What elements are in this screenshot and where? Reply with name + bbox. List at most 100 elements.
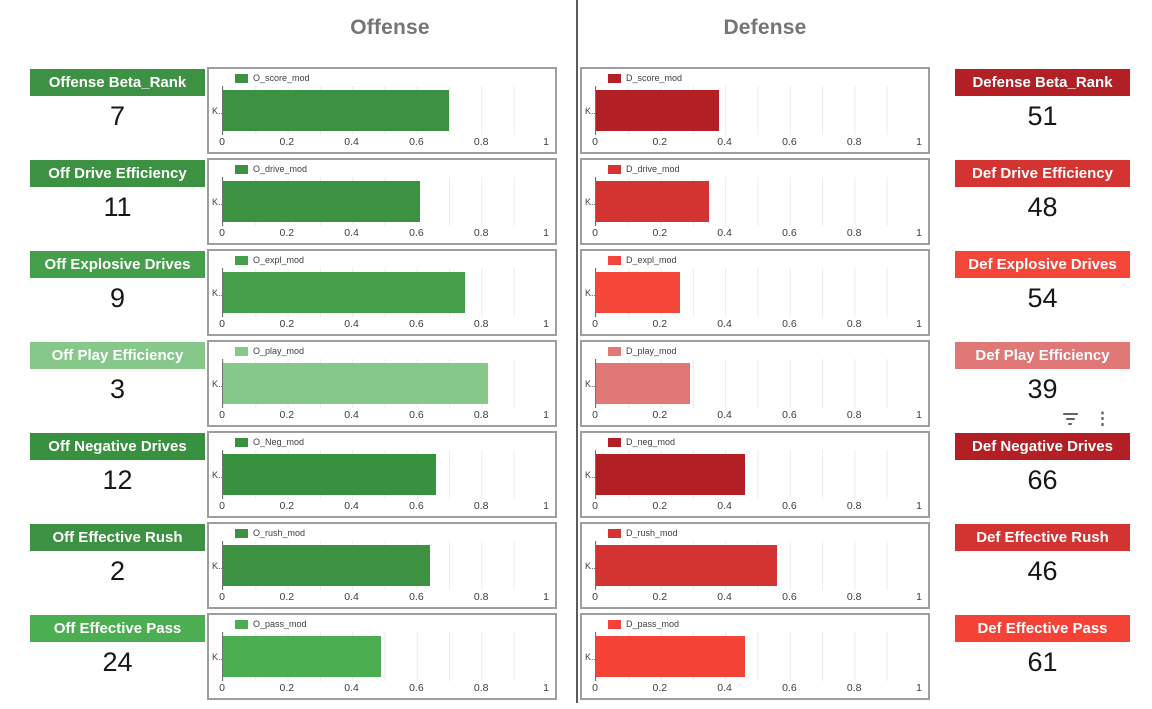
- x-tick: 0.4: [717, 136, 732, 148]
- offense-metric-badge: Off Explosive Drives: [30, 251, 205, 278]
- chart-legend: D_rush_mod: [608, 528, 678, 538]
- metric-row: Off Effective Pass 24 O_pass_mod K... 0 …: [0, 613, 1152, 700]
- offense-bar-chart[interactable]: O_expl_mod K... 0 0.2 0.4 0.6 0.8 1: [207, 249, 557, 336]
- defense-bar-chart[interactable]: D_rush_mod K... 0 0.2 0.4 0.6 0.8 1: [580, 522, 930, 609]
- y-axis-label: K...: [212, 106, 226, 116]
- data-bar[interactable]: [596, 363, 690, 404]
- plot-area: [595, 450, 919, 499]
- x-tick: 1: [916, 500, 922, 512]
- x-tick: 0: [219, 682, 225, 694]
- defense-bar-chart[interactable]: D_score_mod K... 0 0.2 0.4 0.6 0.8 1: [580, 67, 930, 154]
- plot-area: [222, 541, 546, 590]
- data-bar[interactable]: [223, 363, 488, 404]
- x-tick: 0.8: [846, 500, 862, 512]
- x-axis-ticks: 0 0.2 0.4 0.6 0.8 1: [219, 682, 549, 695]
- offense-bar-chart[interactable]: O_Neg_mod K... 0 0.2 0.4 0.6 0.8 1: [207, 431, 557, 518]
- defense-bar-chart[interactable]: D_drive_mod K... 0 0.2 0.4 0.6 0.8 1: [580, 158, 930, 245]
- offense-bar-chart[interactable]: O_rush_mod K... 0 0.2 0.4 0.6 0.8 1: [207, 522, 557, 609]
- data-bar[interactable]: [223, 636, 382, 677]
- x-tick: 0.6: [409, 318, 424, 330]
- data-bar[interactable]: [223, 454, 437, 495]
- x-axis-ticks: 0 0.2 0.4 0.6 0.8 1: [592, 591, 922, 604]
- data-bar[interactable]: [223, 545, 430, 586]
- data-bar[interactable]: [223, 272, 466, 313]
- data-bar[interactable]: [596, 181, 710, 222]
- x-axis-ticks: 0 0.2 0.4 0.6 0.8 1: [592, 136, 922, 149]
- x-tick: 0.2: [279, 682, 295, 694]
- defense-metric-badge: Def Play Efficiency: [955, 342, 1130, 369]
- defense-bar-chart[interactable]: D_pass_mod K... 0 0.2 0.4 0.6 0.8 1: [580, 613, 930, 700]
- x-axis-ticks: 0 0.2 0.4 0.6 0.8 1: [592, 500, 922, 513]
- offense-bar-chart[interactable]: O_drive_mod K... 0 0.2 0.4 0.6 0.8 1: [207, 158, 557, 245]
- chart-legend: O_play_mod: [235, 346, 304, 356]
- offense-bar-chart[interactable]: O_play_mod K... 0 0.2 0.4 0.6 0.8 1: [207, 340, 557, 427]
- legend-swatch: [235, 346, 248, 356]
- filter-icon[interactable]: [1060, 411, 1080, 427]
- x-tick: 1: [916, 318, 922, 330]
- x-tick: 0.6: [782, 318, 797, 330]
- data-bar[interactable]: [596, 545, 777, 586]
- legend-swatch: [608, 164, 621, 174]
- offense-rank-value: 12: [102, 465, 133, 495]
- legend-swatch: [608, 528, 621, 538]
- offense-metric-badge: Off Effective Rush: [30, 524, 205, 551]
- defense-scorecard: Def Effective Pass 61: [955, 615, 1130, 678]
- x-axis-ticks: 0 0.2 0.4 0.6 0.8 1: [592, 227, 922, 240]
- x-tick: 0.8: [846, 136, 862, 148]
- x-tick: 0: [219, 136, 225, 148]
- offense-bar-chart[interactable]: O_score_mod K... 0 0.2 0.4 0.6 0.8 1: [207, 67, 557, 154]
- x-tick: 0.6: [782, 591, 797, 603]
- data-bar[interactable]: [596, 454, 745, 495]
- x-tick: 0.2: [652, 318, 668, 330]
- y-axis-label: K...: [585, 106, 599, 116]
- x-tick: 0: [592, 136, 598, 148]
- metric-row: Off Effective Rush 2 O_rush_mod K... 0 0…: [0, 522, 1152, 609]
- offense-bar-chart[interactable]: O_pass_mod K... 0 0.2 0.4 0.6 0.8 1: [207, 613, 557, 700]
- legend-swatch: [608, 255, 621, 265]
- defense-bar-chart[interactable]: D_neg_mod K... 0 0.2 0.4 0.6 0.8 1: [580, 431, 930, 518]
- legend-label: O_drive_mod: [253, 164, 308, 174]
- y-axis-label: K...: [585, 197, 599, 207]
- defense-bar-chart[interactable]: D_expl_mod K... 0 0.2 0.4 0.6 0.8 1: [580, 249, 930, 336]
- legend-label: O_pass_mod: [253, 619, 307, 629]
- x-tick: 0.6: [782, 409, 797, 421]
- more-options-icon[interactable]: ⋮: [1094, 409, 1111, 428]
- x-tick: 0.8: [846, 409, 862, 421]
- data-bar[interactable]: [223, 90, 450, 131]
- defense-bar-chart[interactable]: D_play_mod K... 0 0.2 0.4 0.6 0.8 1: [580, 340, 930, 427]
- data-bar[interactable]: [223, 181, 421, 222]
- metric-row: Off Drive Efficiency 11 O_drive_mod K...…: [0, 158, 1152, 245]
- offense-scorecard: Off Drive Efficiency 11: [30, 160, 205, 223]
- legend-label: D_play_mod: [626, 346, 677, 356]
- data-bar[interactable]: [596, 90, 719, 131]
- x-tick: 0.2: [652, 227, 668, 239]
- offense-scorecard: Offense Beta_Rank 7: [30, 69, 205, 132]
- legend-label: O_play_mod: [253, 346, 305, 356]
- chart-legend: D_pass_mod: [608, 619, 679, 629]
- y-axis-label: K...: [212, 197, 226, 207]
- x-tick: 0.2: [652, 409, 668, 421]
- x-tick: 0.4: [344, 409, 359, 421]
- x-tick: 0.8: [846, 682, 862, 694]
- x-tick: 0.6: [409, 591, 424, 603]
- x-tick: 0: [219, 500, 225, 512]
- filter-icon-bar: [1065, 418, 1075, 420]
- defense-scorecard: Defense Beta_Rank 51: [955, 69, 1130, 132]
- offense-metric-badge: Off Drive Efficiency: [30, 160, 205, 187]
- x-tick: 1: [543, 409, 549, 421]
- data-bar[interactable]: [596, 272, 680, 313]
- defense-scorecard: Def Drive Efficiency 48: [955, 160, 1130, 223]
- x-tick: 0.4: [344, 591, 359, 603]
- defense-metric-badge: Def Effective Rush: [955, 524, 1130, 551]
- x-tick: 0.6: [782, 682, 797, 694]
- x-tick: 0.8: [846, 227, 862, 239]
- y-axis-label: K...: [212, 288, 226, 298]
- x-tick: 0: [592, 591, 598, 603]
- x-tick: 0.4: [717, 682, 732, 694]
- x-tick: 0.2: [652, 591, 668, 603]
- x-axis-ticks: 0 0.2 0.4 0.6 0.8 1: [219, 136, 549, 149]
- data-bar[interactable]: [596, 636, 745, 677]
- x-tick: 0.2: [652, 500, 668, 512]
- x-tick: 1: [543, 591, 549, 603]
- offense-scorecard: Off Negative Drives 12: [30, 433, 205, 496]
